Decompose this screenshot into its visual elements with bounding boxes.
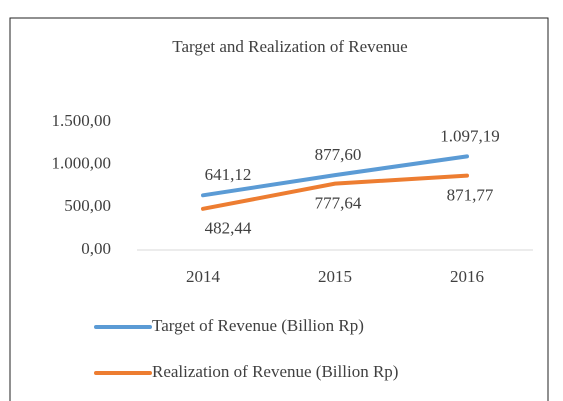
data-label: 641,12: [205, 165, 252, 184]
data-label: 871,77: [447, 186, 494, 205]
data-label: 877,60: [315, 145, 362, 164]
data-label: 777,64: [315, 194, 362, 213]
legend-label: Realization of Revenue (Billion Rp): [152, 362, 398, 381]
x-tick-label: 2015: [318, 267, 352, 286]
data-label: 482,44: [205, 219, 252, 238]
chart-title: Target and Realization of Revenue: [172, 37, 407, 56]
y-tick-label: 500,00: [64, 196, 111, 215]
y-tick-label: 1.500,00: [52, 111, 112, 130]
x-tick-label: 2016: [450, 267, 484, 286]
series-line: [201, 173, 469, 211]
y-tick-label: 0,00: [81, 239, 111, 258]
frame: [9, 17, 549, 401]
legend-label: Target of Revenue (Billion Rp): [152, 316, 364, 335]
series-line: [201, 154, 469, 198]
y-tick-label: 1.000,00: [52, 154, 112, 173]
x-tick-label: 2014: [186, 267, 221, 286]
data-label: 1.097,19: [440, 126, 500, 145]
